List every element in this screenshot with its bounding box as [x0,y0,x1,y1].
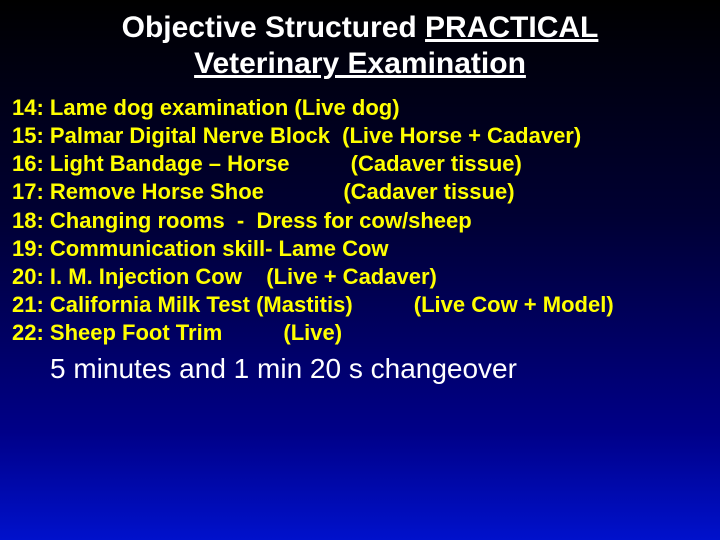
list-item: 17: Remove Horse Shoe (Cadaver tissue) [12,178,710,206]
item-num: 14: [12,95,44,120]
item-num: 17: [12,179,44,204]
item-text: Changing rooms - Dress for cow/sheep [50,208,472,233]
list-item: 14: Lame dog examination (Live dog) [12,94,710,122]
item-num: 21: [12,292,44,317]
item-text: Communication skill- Lame Cow [50,236,389,261]
item-text: Sheep Foot Trim (Live) [50,320,342,345]
list-item: 21: California Milk Test (Mastitis) (Liv… [12,291,710,319]
list-item: 22: Sheep Foot Trim (Live) [12,319,710,347]
title-line2: Veterinary Examination [194,47,526,80]
list-item: 15: Palmar Digital Nerve Block (Live Hor… [12,122,710,150]
list-item: 18: Changing rooms - Dress for cow/sheep [12,207,710,235]
item-num: 18: [12,208,44,233]
title-line1-underlined: PRACTICAL [425,11,598,44]
list-item: 20: I. M. Injection Cow (Live + Cadaver) [12,263,710,291]
item-text: Light Bandage – Horse (Cadaver tissue) [50,151,522,176]
item-num: 16: [12,151,44,176]
list-item: 19: Communication skill- Lame Cow [12,235,710,263]
slide: Objective Structured PRACTICAL Veterinar… [0,0,720,540]
slide-title: Objective Structured PRACTICAL Veterinar… [10,10,710,82]
item-text: Palmar Digital Nerve Block (Live Horse +… [50,123,581,148]
item-num: 19: [12,236,44,261]
item-num: 20: [12,264,44,289]
item-num: 22: [12,320,44,345]
title-line1-prefix: Objective Structured [122,11,425,44]
item-text: I. M. Injection Cow (Live + Cadaver) [50,264,437,289]
item-text: Remove Horse Shoe (Cadaver tissue) [50,179,515,204]
item-text: Lame dog examination (Live dog) [50,95,400,120]
footer-text: 5 minutes and 1 min 20 s changeover [10,353,710,385]
item-num: 15: [12,123,44,148]
item-text: California Milk Test (Mastitis) (Live Co… [50,292,614,317]
list-item: 16: Light Bandage – Horse (Cadaver tissu… [12,150,710,178]
item-list: 14: Lame dog examination (Live dog) 15: … [10,94,710,347]
